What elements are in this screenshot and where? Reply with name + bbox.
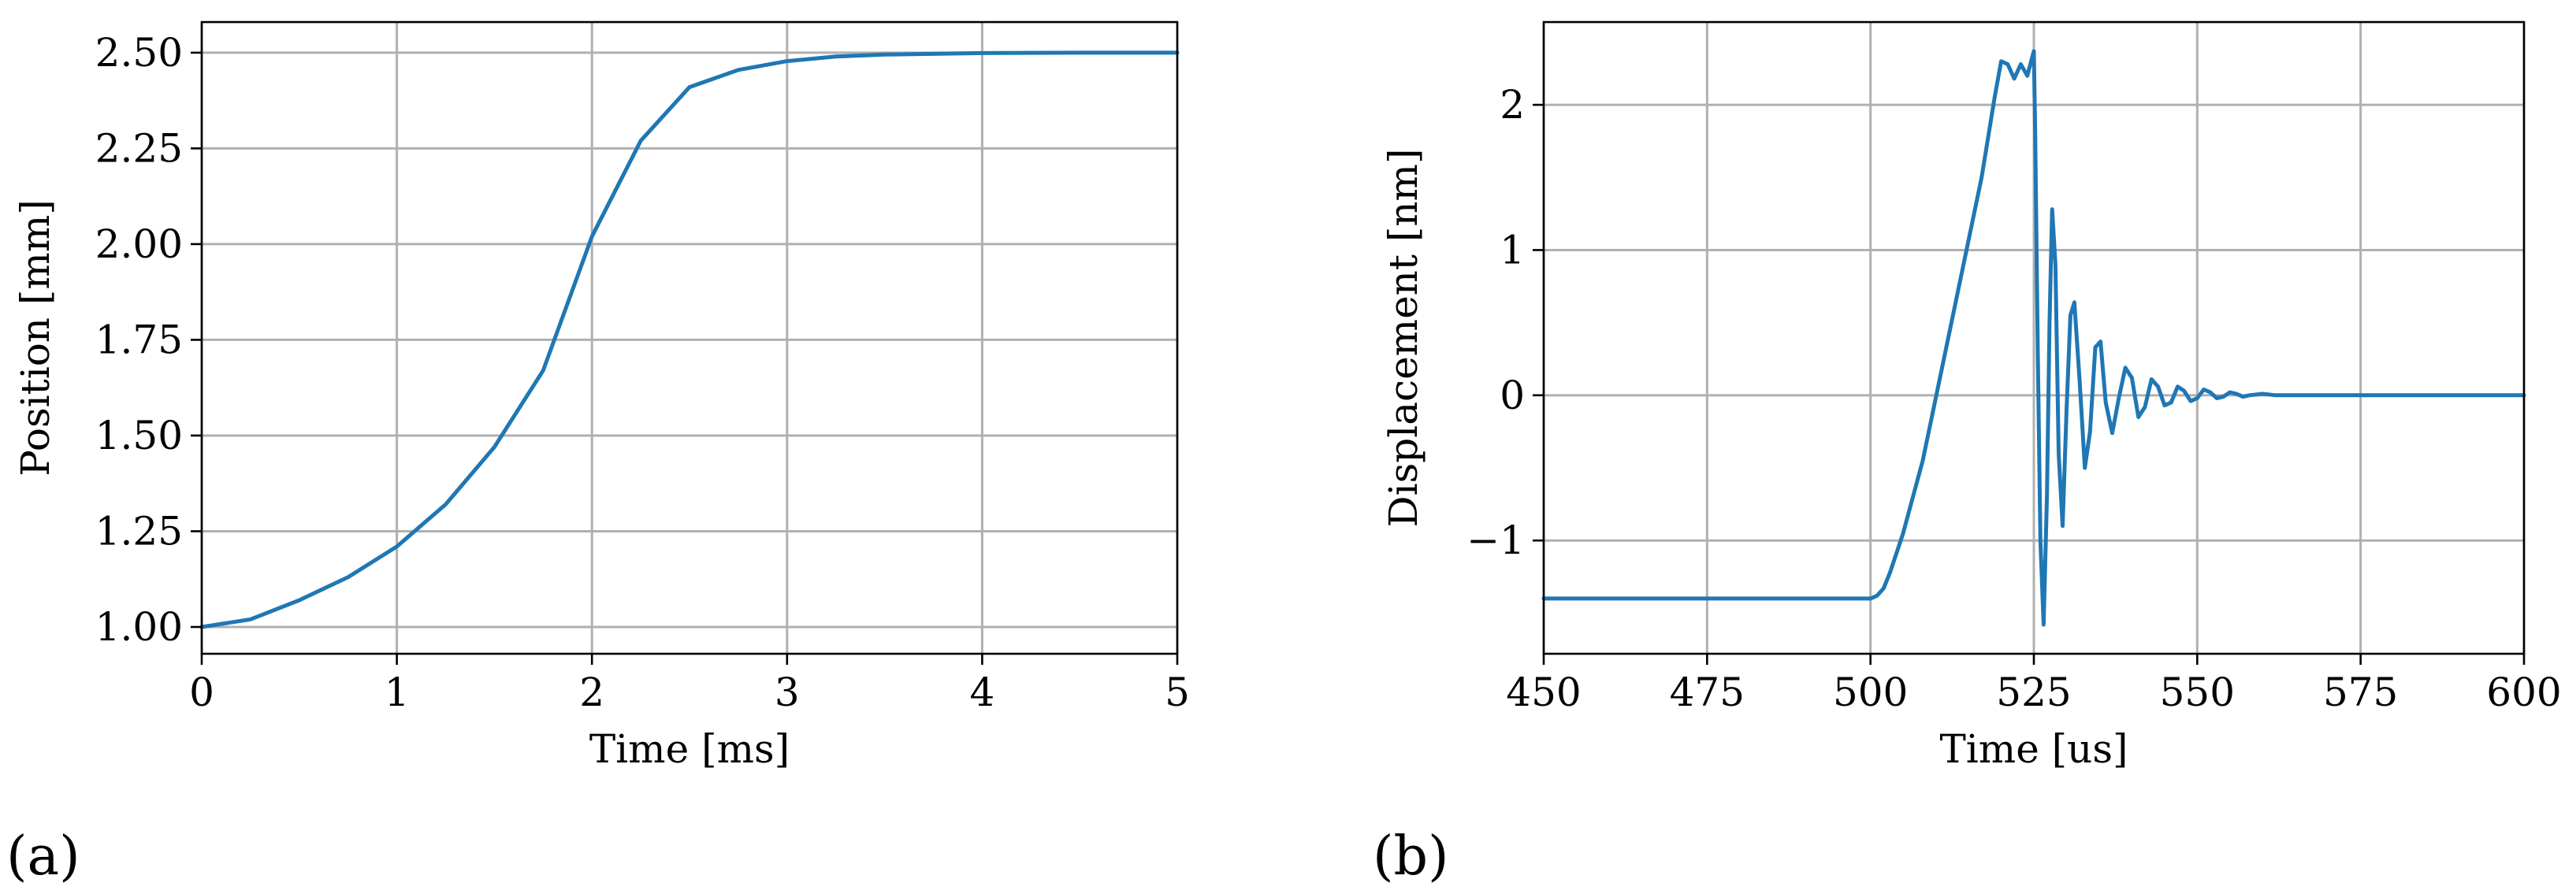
x-tick-label: 3 [775,670,800,715]
x-tick-label: 5 [1165,670,1190,715]
x-tick-label: 450 [1506,670,1581,715]
chart-position-vs-time: 0 1 2 3 4 5 1.00 1.25 1.50 1.75 2.00 2.25 2.50 Time … [13,20,1190,772]
y-tick-label: 1 [1500,227,1525,273]
x-axis-label-a: Time [ms] [589,726,790,772]
x-tick-label: 475 [1670,670,1745,715]
ticks-a: 0 1 2 3 4 5 1.00 1.25 1.50 1.75 2.00 2.25 2.50 [95,30,1190,715]
x-tick-label: 4 [969,670,994,715]
y-tick-label: 1.50 [95,413,183,458]
y-axis-label-b: Displacement [nm] [1381,149,1426,528]
x-tick-label: 600 [2486,670,2561,715]
y-tick-label: 1.00 [95,604,183,650]
chart-displacement-vs-time: 450 475 500 525 550 575 600 −1 0 1 2 Time [us] Dis… [1381,20,2562,772]
x-tick-label: 2 [579,670,604,715]
y-tick-label: 1.25 [95,508,183,554]
y-tick-label: −1 [1466,517,1525,563]
series-line [199,50,1180,629]
plot-frame-b [1542,20,2526,655]
x-tick-label: 500 [1833,670,1908,715]
x-tick-label: 550 [2160,670,2235,715]
series-a [199,50,1180,629]
series-b [1541,49,2526,627]
y-tick-label: 2.00 [95,221,183,267]
y-tick-label: 2 [1500,82,1525,128]
x-axis-label-b: Time [us] [1939,726,2128,772]
y-axis-label-a: Position [mm] [13,199,58,477]
grid-a [200,22,1179,654]
y-tick-label: 1.75 [95,317,183,362]
plot-frame-a [200,20,1179,655]
y-tick-label: 2.25 [95,125,183,171]
series-line [1541,49,2526,627]
ticks-b: 450 475 500 525 550 575 600 −1 0 1 2 [1466,82,2561,715]
x-tick-label: 525 [1996,670,2071,715]
y-tick-label: 0 [1500,373,1525,418]
y-tick-label: 2.50 [95,30,183,76]
x-tick-label: 0 [189,670,214,715]
panel-label-b: (b) [1373,825,1449,888]
x-tick-label: 575 [2323,670,2398,715]
x-tick-label: 1 [385,670,410,715]
panel-label-a: (a) [6,825,80,888]
